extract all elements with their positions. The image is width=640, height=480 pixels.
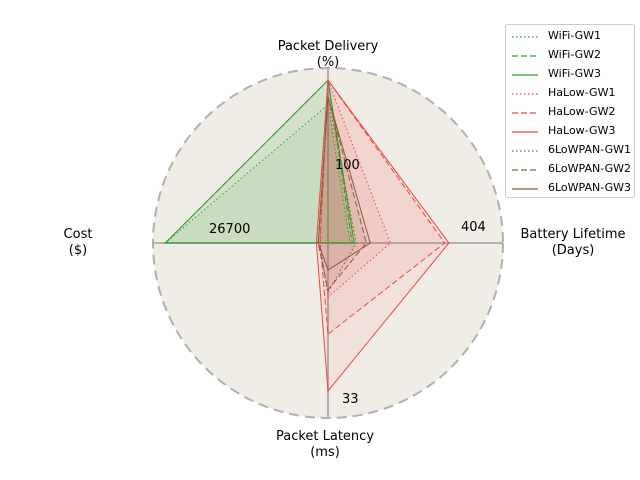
series-fill-wifi-gw2 (165, 80, 353, 243)
legend-item: 6LoWPAN-GW3 (510, 180, 634, 198)
legend-item: WiFi-GW2 (510, 47, 634, 65)
series-line-halow-gw1 (319, 80, 391, 299)
legend-swatch (512, 36, 538, 38)
series-fill-wifi-gw1 (165, 104, 351, 243)
series-fills (165, 80, 449, 392)
legend-swatch (512, 150, 538, 152)
axis-label-latency: Packet Latency (ms) (276, 429, 374, 460)
legend-item: HaLow-GW1 (510, 85, 634, 103)
legend: WiFi-GW1 WiFi-GW2 WiFi-GW3 HaLow-GW1 HaLow-G… (505, 24, 635, 198)
legend-item: 6LoWPAN-GW2 (510, 161, 634, 179)
legend-label: HaLow-GW1 (548, 86, 616, 99)
legend-label: WiFi-GW3 (548, 67, 602, 80)
legend-swatch (512, 169, 538, 171)
legend-swatch (512, 112, 538, 114)
axis-label-delivery: Packet Delivery (%) (278, 39, 379, 70)
legend-label: WiFi-GW2 (548, 48, 602, 61)
series-fill-halow-gw2 (320, 80, 445, 335)
axis-labels: Packet Delivery (%) 100 Battery Lifetime (Da… (64, 39, 626, 460)
legend-swatch (512, 93, 538, 95)
series-line-halow-gw3 (315, 78, 450, 393)
series-line-wifi-gw3 (164, 79, 355, 244)
legend-label: HaLow-GW3 (548, 124, 616, 137)
legend-label: HaLow-GW2 (548, 105, 616, 118)
legend-label: 6LoWPAN-GW1 (548, 143, 631, 156)
axis-label-cost: Cost ($) (64, 227, 93, 258)
legend-item: 6LoWPAN-GW1 (510, 142, 634, 160)
axis-max-label-cost: 26700 (209, 222, 250, 237)
legend-swatch (512, 188, 538, 190)
axis-max-label-battery: 404 (461, 220, 486, 235)
legend-swatch (512, 55, 538, 57)
legend-label: WiFi-GW1 (548, 29, 602, 42)
series-fill-halow-gw3 (316, 80, 449, 392)
axis-max-label-delivery: 100 (335, 158, 360, 173)
series-line-6lowpan-gw3 (317, 96, 371, 271)
legend-item: HaLow-GW2 (510, 104, 634, 122)
legend-item: HaLow-GW3 (510, 123, 634, 141)
legend-item: WiFi-GW1 (510, 28, 634, 46)
axis-label-battery: Battery Lifetime (Days) (520, 227, 625, 258)
axis-max-label-latency: 33 (342, 392, 359, 407)
series-line-wifi-gw1 (163, 103, 351, 244)
legend-item: WiFi-GW3 (510, 66, 634, 84)
series-lines (163, 78, 450, 393)
series-fill-wifi-gw3 (165, 80, 355, 243)
legend-label: 6LoWPAN-GW2 (548, 162, 631, 175)
legend-swatch (512, 74, 538, 76)
legend-swatch (512, 131, 538, 133)
legend-label: 6LoWPAN-GW3 (548, 181, 631, 194)
